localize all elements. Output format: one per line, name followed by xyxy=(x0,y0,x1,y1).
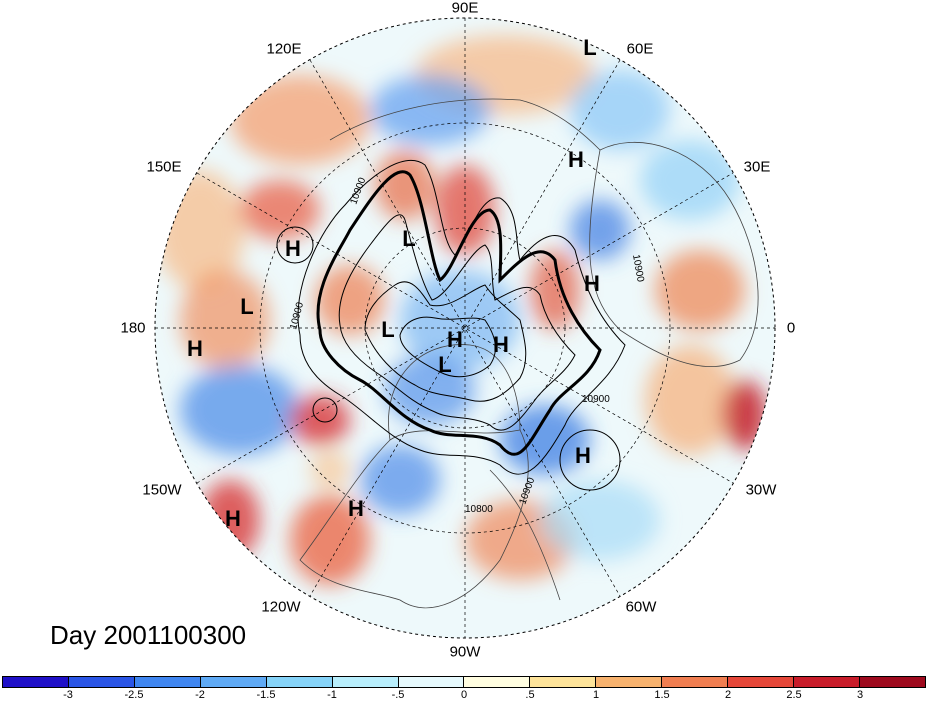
date-label: Day 2001100300 xyxy=(50,620,247,650)
longitude-label-30w: 30W xyxy=(745,481,777,499)
longitude-label-0: 0 xyxy=(786,319,796,337)
longitude-label-60w: 60W xyxy=(625,598,657,616)
colorbar-tick-label: 2.5 xyxy=(786,689,802,701)
longitude-label-180: 180 xyxy=(120,319,146,337)
longitude-label-30e: 30E xyxy=(743,158,771,176)
colorbar-swatch xyxy=(200,677,267,687)
colorbar-swatch xyxy=(332,677,399,687)
pressure-center-label: H xyxy=(225,506,241,531)
contour-label: 10900 xyxy=(630,254,646,284)
colorbar-swatch xyxy=(794,677,860,687)
pressure-center-label: L xyxy=(240,294,254,319)
colorbar-tick-label: -2 xyxy=(195,689,205,701)
pressure-center-label: H xyxy=(568,147,584,172)
pressure-center-label: H xyxy=(493,332,509,357)
longitude-label-120w: 120W xyxy=(261,598,301,616)
pressure-center-label: L xyxy=(438,352,452,377)
colorbar-swatch xyxy=(596,677,663,687)
colorbar-swatch xyxy=(662,677,729,687)
coastlines xyxy=(299,98,759,609)
colorbar-tick-label: -1.5 xyxy=(256,689,276,701)
colorbar-swatch xyxy=(464,677,531,687)
longitude-label-90e: 90E xyxy=(451,0,479,17)
colorbar-tick-label: -2.5 xyxy=(124,689,144,701)
colorbar-tick-label: 1 xyxy=(592,689,600,701)
pressure-center-label: H xyxy=(348,496,364,521)
pressure-center-label: H xyxy=(285,236,301,261)
colorbar-swatch xyxy=(266,677,333,687)
graticule xyxy=(154,17,776,639)
pressure-center-label: L xyxy=(381,317,395,342)
pressure-center-label: L xyxy=(402,226,416,251)
colorbar-tick-label: -1 xyxy=(327,689,337,701)
contour-label: 10800 xyxy=(465,504,493,515)
colorbar xyxy=(2,676,926,688)
colorbar-swatch xyxy=(68,677,135,687)
longitude-label-60e: 60E xyxy=(626,40,654,58)
colorbar-swatch xyxy=(530,677,597,687)
colorbar-tick-label: 3 xyxy=(856,689,864,701)
colorbar-tick-label: -3 xyxy=(63,689,73,701)
colorbar-tick-label: .5 xyxy=(525,689,535,701)
colorbar-swatch xyxy=(859,677,925,687)
contour-label: 10900 xyxy=(582,394,610,405)
colorbar-tick-label: 0 xyxy=(460,689,468,701)
colorbar-swatch xyxy=(728,677,795,687)
longitude-label-150e: 150E xyxy=(146,158,182,176)
height-contours xyxy=(276,160,626,491)
pressure-center-label: L xyxy=(583,35,597,60)
anomaly-field xyxy=(155,18,775,638)
colorbar-tick-label: 2 xyxy=(724,689,732,701)
colorbar-tick-label: 1.5 xyxy=(654,689,670,701)
pressure-center-label: H xyxy=(447,327,463,352)
colorbar-swatch xyxy=(3,677,69,687)
longitude-label-150w: 150W xyxy=(142,481,182,499)
longitude-label-120e: 120E xyxy=(266,40,302,58)
pressure-center-label: H xyxy=(575,443,591,468)
pressure-center-label: H xyxy=(187,336,203,361)
longitude-label-90w: 90W xyxy=(449,643,481,661)
colorbar-tick-label: -.5 xyxy=(391,689,405,701)
colorbar-swatch xyxy=(398,677,465,687)
pressure-center-label: H xyxy=(584,271,600,296)
colorbar-swatch xyxy=(134,677,201,687)
